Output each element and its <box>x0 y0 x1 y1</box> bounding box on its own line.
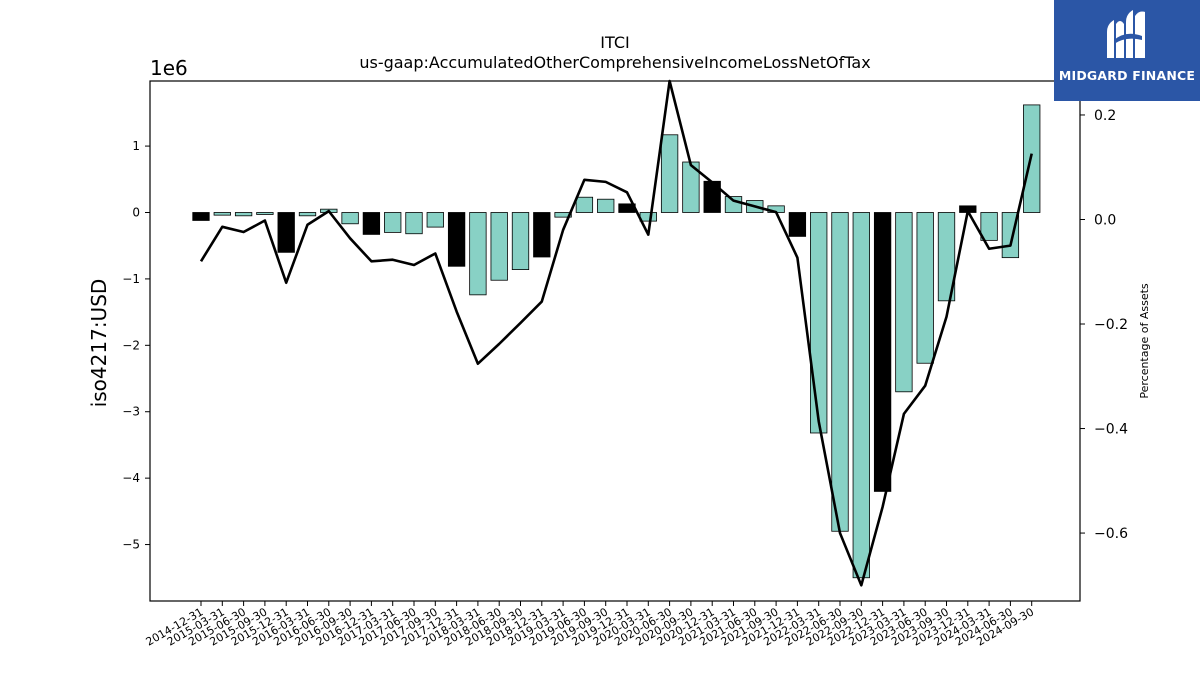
bar-2019-09-30 <box>597 198 615 213</box>
bar-2022-06-30 <box>831 212 849 532</box>
percentage-of-assets-line <box>199 79 1033 587</box>
bar-2021-03-31 <box>724 196 743 213</box>
bar-2020-03-31 <box>639 212 657 222</box>
bar-2015-06-30 <box>234 212 253 217</box>
midgard-logo-icon <box>1107 10 1145 58</box>
y-tick-label: −4 <box>122 471 140 485</box>
plot-frame <box>149 80 1081 602</box>
y2-tick-label: −0.2 <box>1094 317 1128 333</box>
bar-2015-12-31 <box>277 212 295 253</box>
bar-2023-09-30 <box>937 212 956 302</box>
bar-2017-12-31 <box>447 212 466 267</box>
y-tick-label: −2 <box>122 338 140 352</box>
bar-2019-03-31 <box>554 212 572 218</box>
bar-2019-06-30 <box>575 196 594 213</box>
chart-subtitle: us-gaap:AccumulatedOtherComprehensiveInc… <box>359 53 870 72</box>
chart-title: ITCI <box>600 33 629 52</box>
y2-axis-ticks: 0.2 0.0 −0.2 −0.4 −0.6 <box>1080 108 1128 542</box>
bar-2016-09-30 <box>341 212 359 225</box>
bar-2017-06-30 <box>405 212 423 235</box>
y2-axis-label: Percentage of Assets <box>1138 283 1151 399</box>
bar-2016-12-31 <box>362 212 381 235</box>
bar-series <box>192 104 1041 579</box>
bar-2022-09-30 <box>852 212 870 579</box>
line-series <box>199 79 1033 587</box>
y2-tick-label: 0.0 <box>1094 212 1116 228</box>
y-axis-label: iso4217:USD <box>87 279 111 408</box>
bar-2014-12-31 <box>192 212 210 221</box>
y-offset-label: 1e6 <box>150 56 188 80</box>
bar-2018-03-31 <box>469 212 487 296</box>
y2-tick-label: −0.4 <box>1094 422 1128 438</box>
bar-2015-03-31 <box>213 212 231 216</box>
midgard-finance-logo: MIDGARD FINANCE <box>1054 0 1200 101</box>
bar-2022-12-31 <box>873 212 892 492</box>
bar-2018-06-30 <box>490 212 508 281</box>
bar-2024-03-31 <box>980 212 998 241</box>
bar-2018-12-31 <box>533 212 551 258</box>
bar-2022-03-31 <box>810 212 828 434</box>
logo-name: MIDGARD FINANCE <box>1058 68 1196 83</box>
bar-2017-03-31 <box>384 212 402 233</box>
y2-tick-label: 0.2 <box>1094 108 1116 124</box>
bar-2016-03-31 <box>298 212 317 217</box>
bar-2015-09-30 <box>256 212 274 215</box>
bar-2021-12-31 <box>788 212 807 237</box>
bar-2017-09-30 <box>426 212 444 228</box>
x-axis-ticks: 2014-12-312015-03-312015-06-302015-09-30… <box>144 601 1036 649</box>
bar-2023-06-30 <box>916 212 934 364</box>
bar-2023-03-31 <box>895 212 913 393</box>
y-tick-label: −3 <box>122 405 140 419</box>
y-axis-ticks: 1 0 −1 −2 −3 −4 −5 <box>122 139 150 552</box>
y-tick-label: −1 <box>122 272 140 286</box>
y2-tick-label: −0.6 <box>1094 526 1128 542</box>
bar-2020-06-30 <box>660 134 679 213</box>
y-tick-label: 0 <box>132 205 140 219</box>
y-tick-label: −5 <box>122 538 140 552</box>
y-tick-label: 1 <box>132 139 140 153</box>
bar-2018-09-30 <box>511 212 530 271</box>
